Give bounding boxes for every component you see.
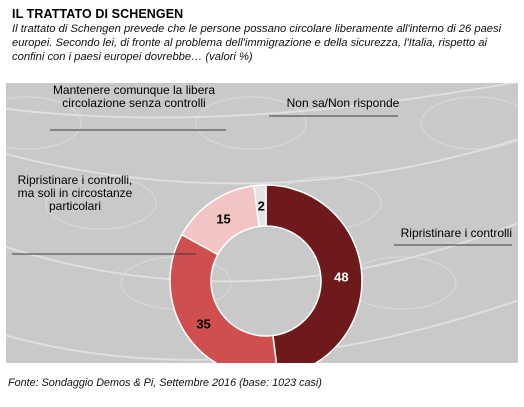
donut-slice <box>253 184 267 228</box>
slice-value-label: 35 <box>196 316 210 331</box>
wire-coil <box>6 96 82 150</box>
wire-coil <box>195 96 307 150</box>
donut-chart: 48 35 15 2 Ripristinare i controlli Ripristin… <box>6 83 518 363</box>
slice-category-label: Ripristinare i controlli <box>401 226 512 240</box>
chart-subtitle: Il trattato di Schengen prevede che le p… <box>12 23 502 63</box>
slice-category-label: Ripristinare i controlli, ma soli in circ… <box>18 173 133 213</box>
source-note: Fonte: Sondaggio Demos & Pi, Settembre 2… <box>8 377 322 389</box>
donut-slice <box>265 184 363 363</box>
wire-strand <box>6 222 518 283</box>
chart-title: IL TRATTATO DI SCHENGEN <box>12 7 184 21</box>
chart-panel: 48 35 15 2 Ripristinare i controlli Ripristin… <box>6 83 518 363</box>
wire-strand <box>6 83 518 119</box>
wire-coil <box>420 96 518 150</box>
wire-strand <box>6 138 518 185</box>
donut-slice <box>169 233 278 363</box>
slice-category-label: Mantenere comunque la libera circolazione… <box>53 83 215 110</box>
slice-value-label: 15 <box>216 212 230 227</box>
slice-category-label: Non sa/Non risponde <box>287 96 400 110</box>
slice-value-label: 2 <box>258 199 265 214</box>
wire-coil <box>45 176 157 230</box>
slice-value-label: 48 <box>334 269 348 284</box>
